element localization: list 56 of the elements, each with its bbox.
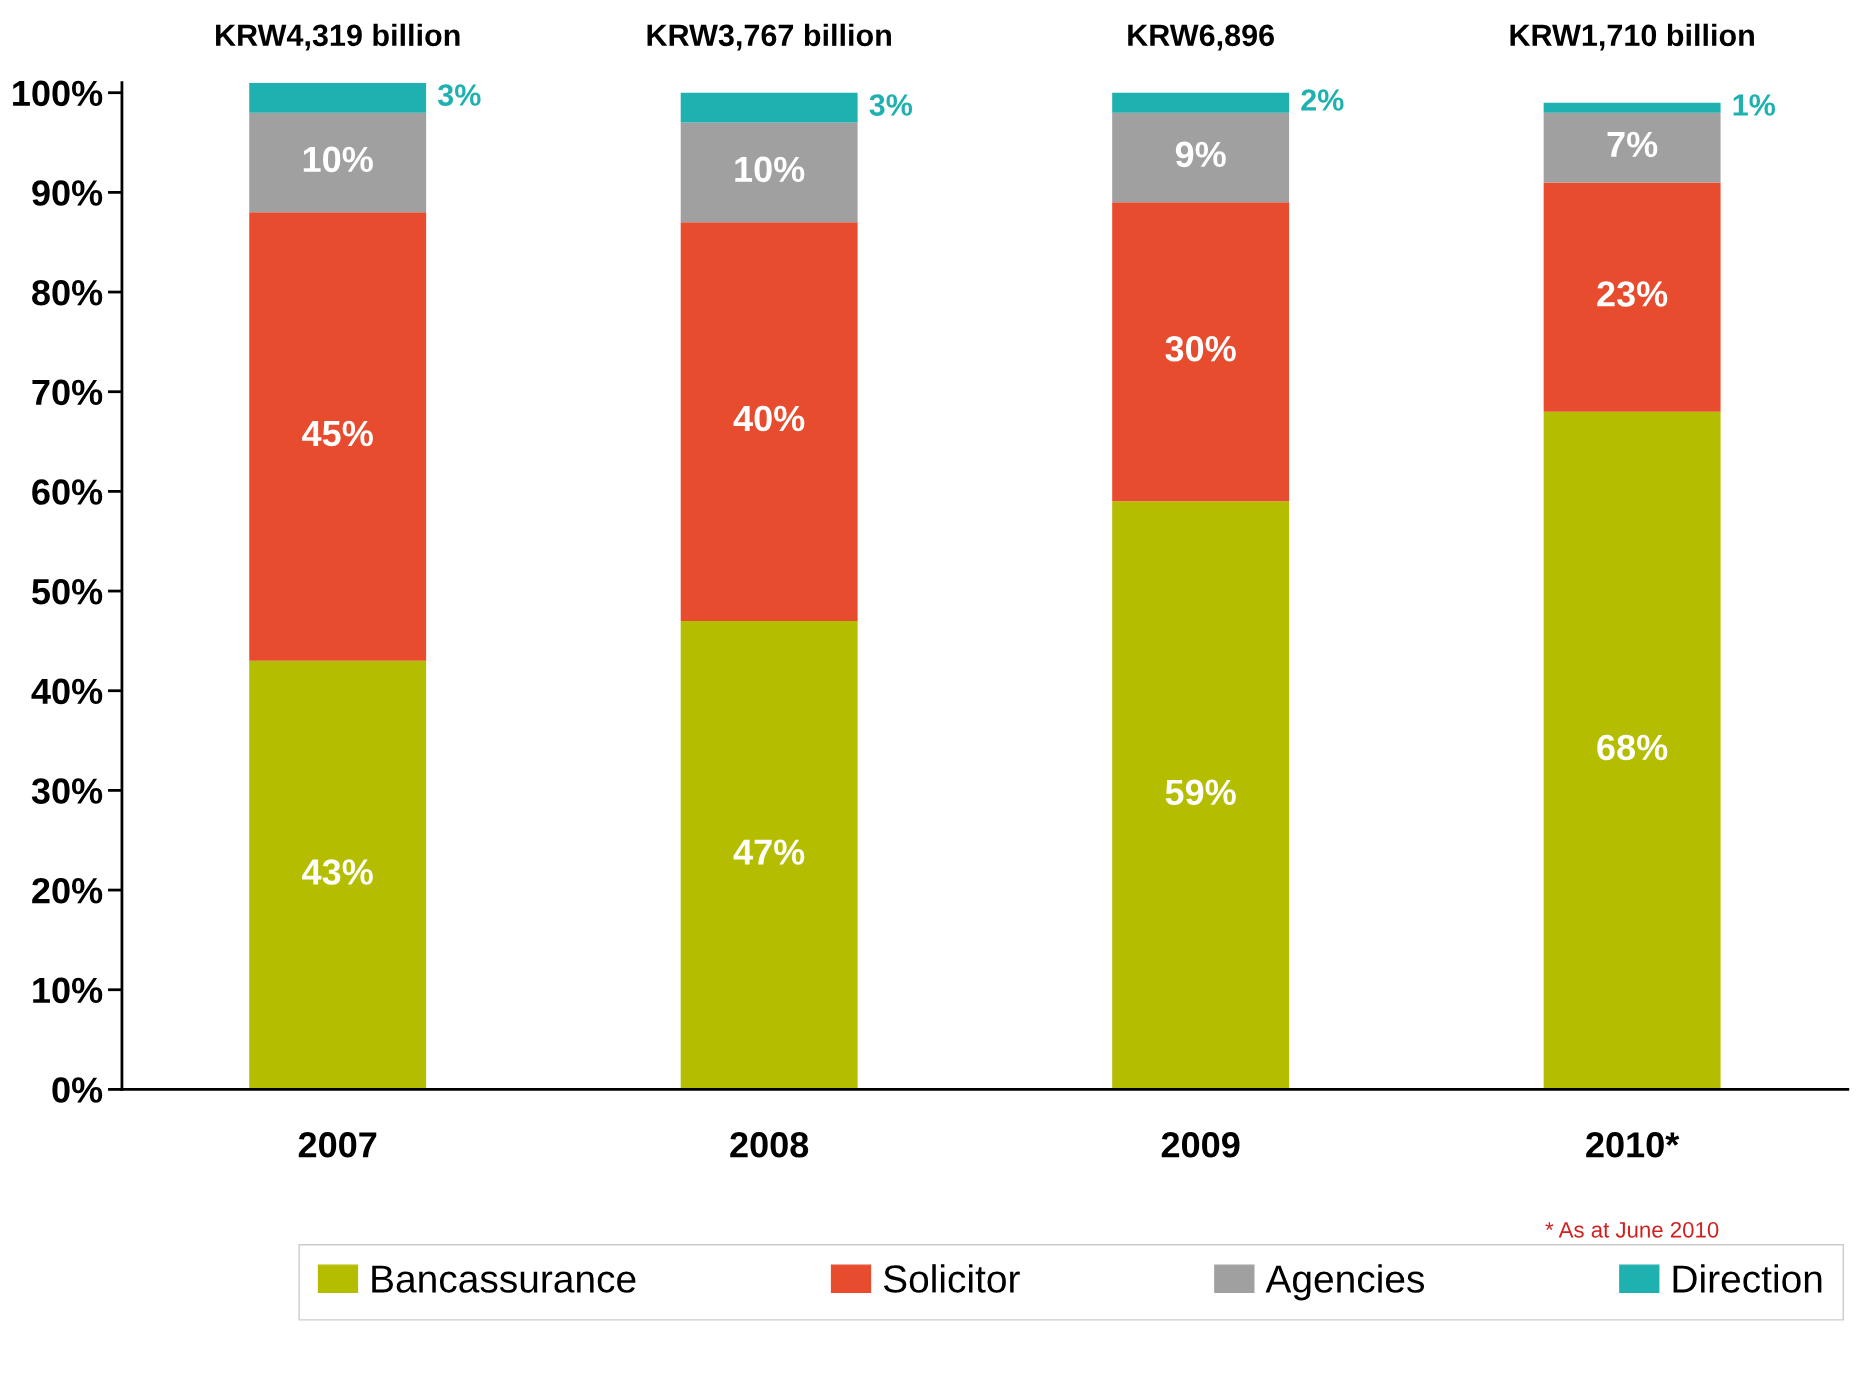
y-tick-label: 60%	[32, 479, 103, 505]
bar	[1112, 112, 1290, 203]
text: 9%	[1175, 141, 1226, 168]
text: 23%	[1597, 281, 1668, 307]
text: 2%	[1301, 89, 1344, 111]
y-tick-label: 10%	[33, 977, 103, 1004]
text: 3%	[869, 94, 913, 116]
y-tick-label: 20%	[32, 877, 103, 904]
text: 1%	[1733, 94, 1776, 116]
text: KRW3,767 billion	[647, 23, 891, 51]
legend-label: Solicitor	[883, 1264, 1020, 1293]
bar	[680, 222, 858, 621]
bar	[1112, 202, 1290, 502]
text: 10%	[303, 146, 373, 173]
text: 7%	[1607, 131, 1658, 158]
bar	[680, 92, 858, 123]
bar	[680, 620, 858, 1090]
bar	[249, 212, 427, 661]
y-tick-label: 0%	[52, 1077, 103, 1103]
y-tick-label: 50%	[32, 578, 103, 605]
bar	[1543, 411, 1721, 1090]
text: 30%	[1165, 335, 1236, 362]
text: 68%	[1597, 734, 1668, 761]
y-tick-label: 70%	[32, 379, 103, 406]
bar	[1112, 501, 1290, 1090]
legend-label: Bancassurance	[372, 1265, 636, 1293]
text: 3%	[437, 84, 481, 106]
bar	[249, 82, 427, 113]
bar	[1543, 102, 1721, 113]
x-tick-label: 2008	[730, 1132, 809, 1158]
y-tick-label: 40%	[31, 678, 103, 705]
text: 59%	[1165, 779, 1236, 806]
bar	[249, 112, 427, 213]
text: KRW4,319 billion	[216, 23, 460, 51]
bar	[1543, 112, 1721, 183]
y-tick-label: 100%	[13, 80, 103, 107]
x-tick-label: 2010*	[1586, 1132, 1680, 1158]
text: * As at June 2010	[1545, 1221, 1719, 1238]
bar	[1543, 182, 1721, 412]
legend-label: Agencies	[1265, 1264, 1425, 1301]
text: 10%	[735, 156, 805, 183]
bar	[1112, 92, 1290, 113]
x-tick-label: 2009	[1161, 1132, 1240, 1158]
legend-label: Direction	[1673, 1264, 1822, 1293]
text: 43%	[302, 859, 373, 885]
text: 47%	[733, 839, 805, 865]
y-tick-label: 80%	[32, 279, 103, 306]
text: 40%	[733, 405, 805, 432]
text: KRW6,896	[1128, 24, 1274, 51]
y-tick-label: 30%	[31, 778, 103, 804]
text: KRW1,710 billion	[1510, 23, 1754, 51]
bar	[249, 660, 427, 1090]
x-tick-label: 2007	[298, 1132, 377, 1158]
y-tick-label: 90%	[32, 180, 103, 206]
text: 45%	[302, 420, 373, 447]
bar	[680, 122, 858, 223]
